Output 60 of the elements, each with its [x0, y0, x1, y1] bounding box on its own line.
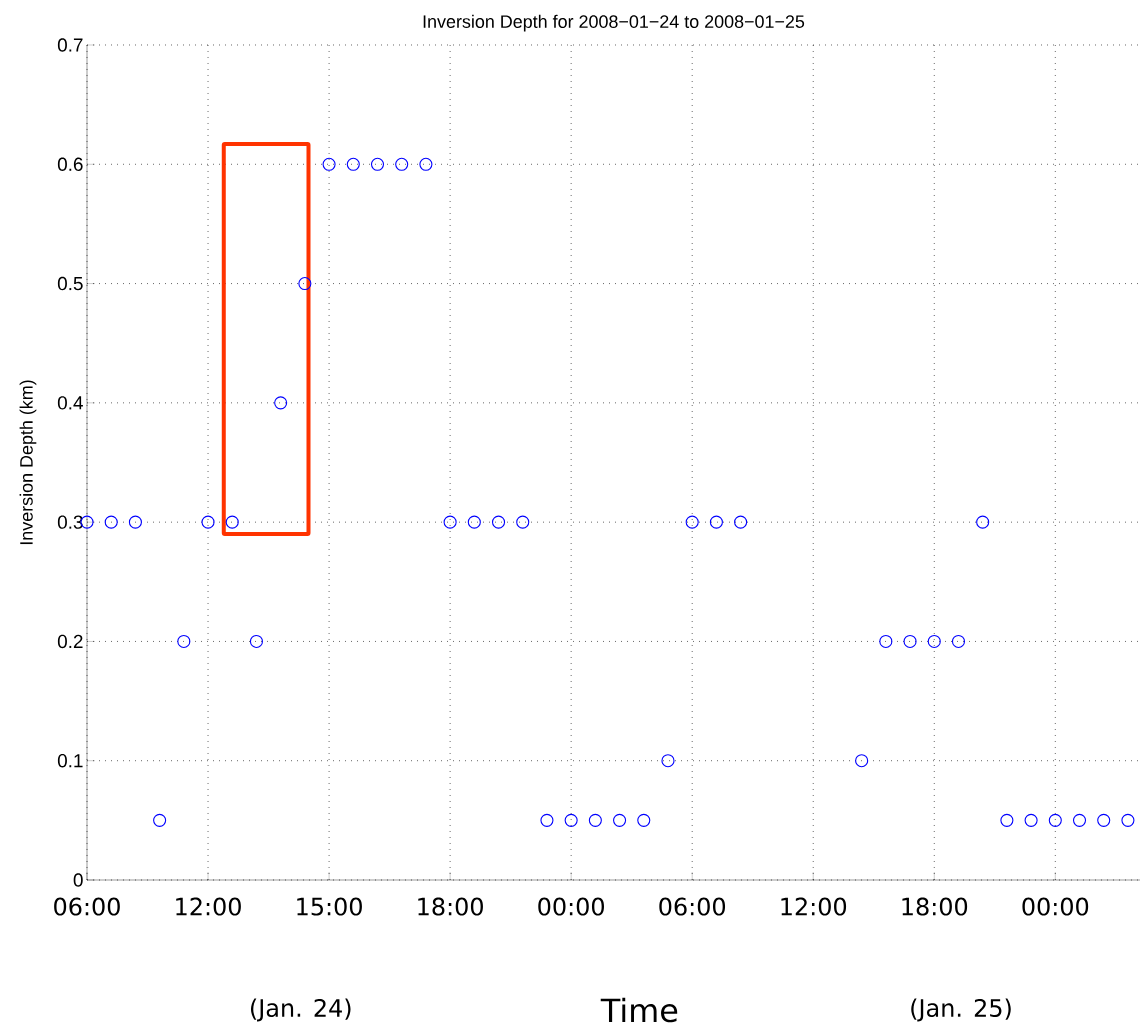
point — [274, 396, 288, 410]
y-tick-label: 0.1 — [57, 754, 83, 768]
point — [419, 157, 433, 171]
point — [177, 634, 191, 648]
point — [588, 813, 602, 827]
point — [153, 813, 167, 827]
point — [491, 515, 506, 529]
point — [249, 634, 263, 648]
point — [951, 634, 966, 648]
text: (Jan. 25) — [911, 998, 1011, 1022]
point — [201, 515, 215, 529]
x-axis-title: Time — [600, 997, 678, 1023]
x-tick-label: 00:00 — [1022, 897, 1089, 916]
y-tick-label: 0.6 — [57, 157, 83, 171]
x-tick-label: 18:00 — [902, 897, 968, 916]
point — [661, 754, 675, 768]
point — [1024, 813, 1038, 827]
point — [467, 515, 481, 529]
point — [1097, 813, 1111, 827]
x-tick-label: 06:00 — [659, 897, 726, 916]
point — [298, 277, 312, 291]
point — [346, 157, 360, 171]
y-tick-label: 0.5 — [57, 276, 83, 291]
x-tick-label: 18:00 — [418, 897, 483, 916]
y-tick-label: 0.4 — [57, 396, 83, 410]
point — [637, 813, 651, 827]
point — [540, 813, 554, 827]
point — [128, 515, 142, 529]
text: (Jan. 24) — [250, 998, 351, 1022]
y-tick-label: 0.7 — [57, 38, 83, 52]
point — [443, 515, 457, 529]
point — [104, 515, 118, 529]
point — [927, 634, 941, 648]
chart-title: Inversion Depth for 2008−01−24 to 2008−01−25 — [423, 14, 805, 32]
y-axis-title: Inversion Depth (km) — [19, 380, 37, 545]
point — [516, 515, 530, 529]
x-tick-label: 15:00 — [297, 897, 362, 916]
x-tick-label: 00:00 — [538, 897, 604, 916]
point — [564, 813, 578, 827]
point — [1121, 813, 1135, 827]
x-tick-label: 12:00 — [176, 897, 241, 916]
point — [225, 515, 239, 529]
point — [903, 634, 917, 648]
point — [1000, 813, 1014, 827]
point — [395, 157, 409, 171]
y-tick-label: 0 — [73, 873, 83, 887]
point — [370, 157, 385, 171]
point — [709, 515, 723, 529]
y-tick-label: 0.2 — [57, 634, 83, 649]
point — [734, 515, 748, 529]
x-tick-label: 06:00 — [54, 897, 120, 916]
point — [879, 634, 893, 648]
point — [976, 515, 990, 529]
point — [855, 754, 869, 768]
point — [613, 813, 627, 827]
point — [1048, 813, 1062, 827]
point — [685, 515, 699, 529]
point — [1072, 813, 1087, 827]
x-tick-label: 12:00 — [781, 897, 847, 916]
point — [322, 157, 336, 171]
